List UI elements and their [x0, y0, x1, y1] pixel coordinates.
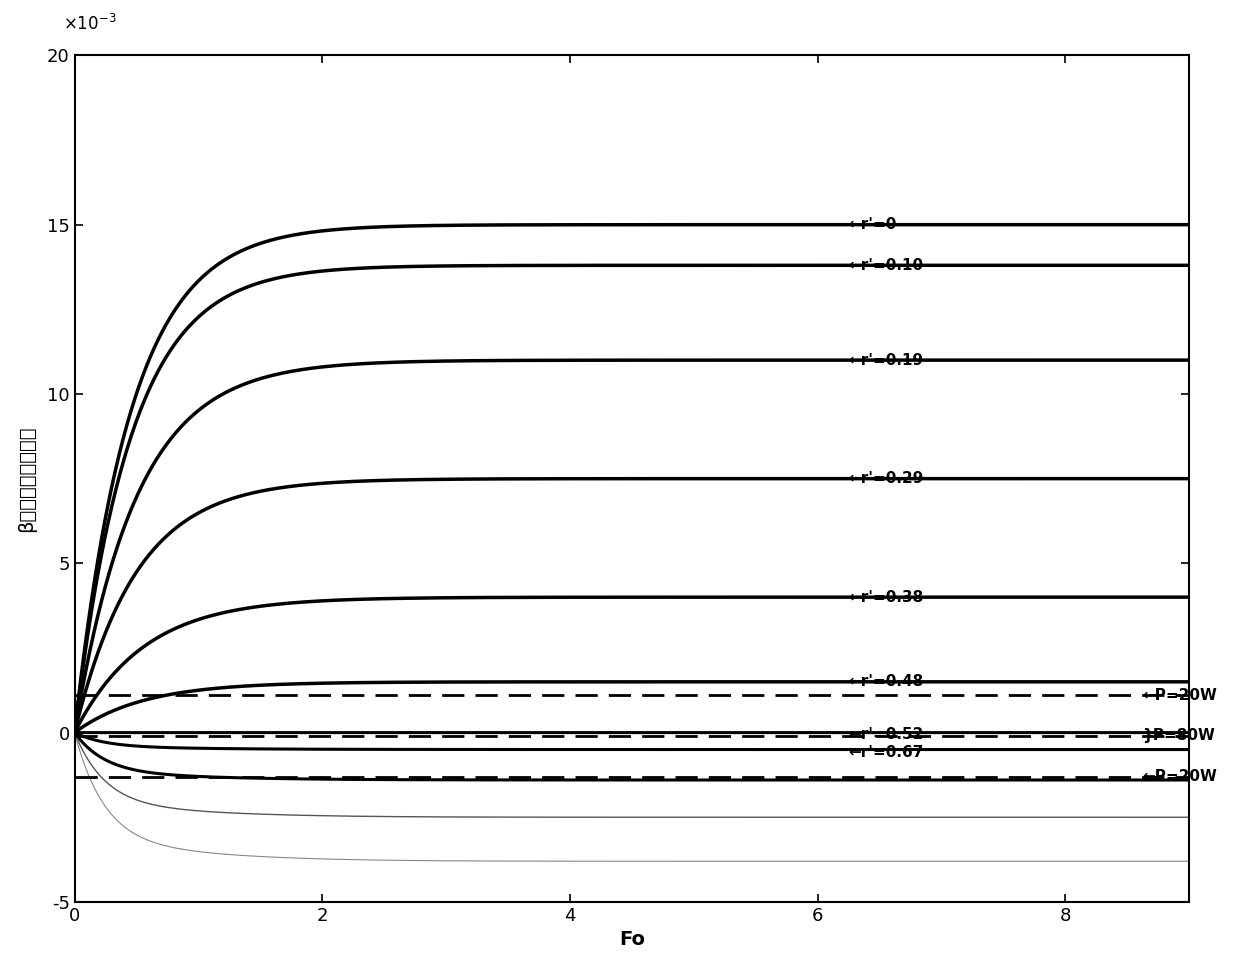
Text: ←r'=0.29: ←r'=0.29: [848, 471, 924, 486]
Text: $\times10^{-3}$: $\times10^{-3}$: [63, 14, 117, 34]
Y-axis label: β无量纲敏感性系数: β无量纲敏感性系数: [16, 425, 36, 532]
Text: ←r'=0: ←r'=0: [848, 217, 897, 232]
Text: }P=80W: }P=80W: [1142, 728, 1215, 744]
Text: ←P=20W: ←P=20W: [1142, 769, 1216, 784]
Text: ←r'=0.19: ←r'=0.19: [848, 353, 924, 368]
Text: ←r'=0.38: ←r'=0.38: [848, 589, 924, 605]
Text: ←P=20W: ←P=20W: [1142, 688, 1216, 703]
Text: ←r'=0.67: ←r'=0.67: [848, 746, 924, 760]
Text: ←r'=0.48: ←r'=0.48: [848, 674, 924, 690]
Text: ←r'=0.52: ←r'=0.52: [848, 726, 924, 742]
X-axis label: Fo: Fo: [619, 930, 645, 950]
Text: ←r'=0.10: ←r'=0.10: [848, 258, 924, 272]
